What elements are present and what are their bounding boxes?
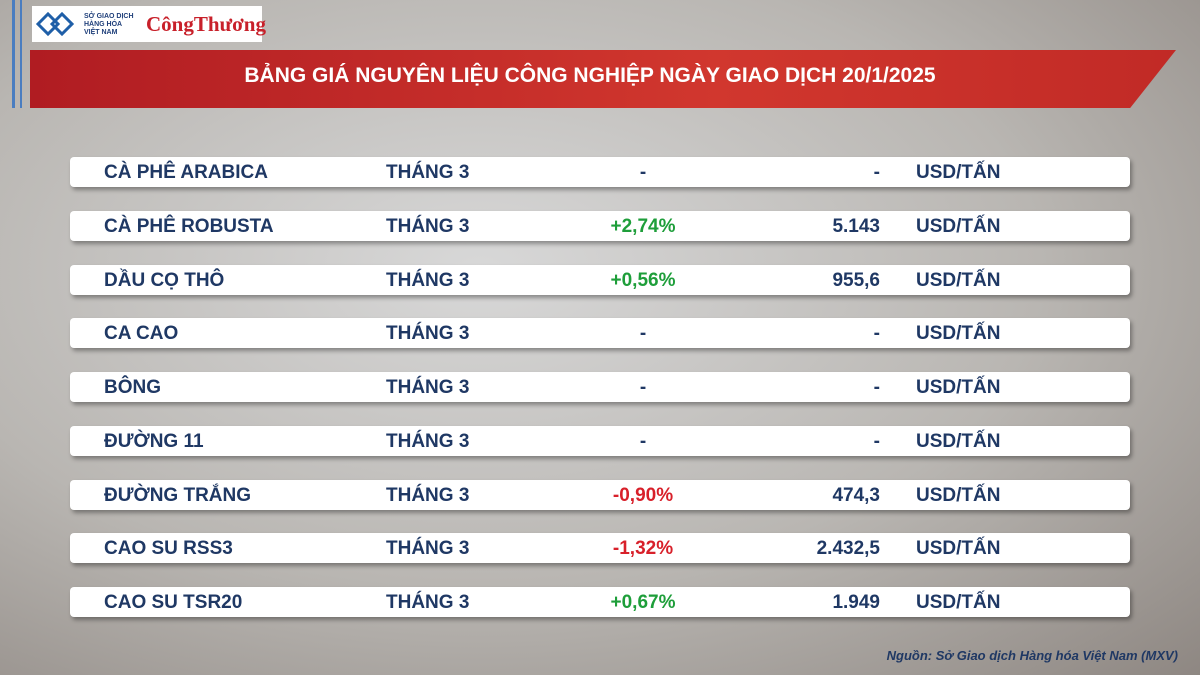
commodity: CA CAO <box>104 323 179 345</box>
change: +0,56% <box>610 269 676 291</box>
price: - <box>873 162 880 183</box>
source: Nguồn: Sở Giao dịch Hàng hóa Việt Nam (M… <box>886 648 1178 663</box>
change: +2,74% <box>610 215 676 237</box>
contract-month: THÁNG 3 <box>386 430 470 452</box>
change: +0,67% <box>610 592 676 613</box>
table-row: CÀ PHÊ ROBUSTA THÁNG 3 +2,74% 5.143 USD/TẤN <box>70 210 1130 241</box>
table-row: BÔNG THÁNG 3 - - USD/TẤN <box>70 372 1130 402</box>
logo-text: SỞ GIAO DỊCH <box>84 13 134 20</box>
logo: SỞ GIAO DỊCH HÀNG HÓA VIỆT NAM CôngThươn… <box>32 6 266 42</box>
table-row: CAO SU RSS3 THÁNG 3 -1,32% 2.432,5 USD/TẤN <box>70 533 1130 564</box>
commodity: CÀ PHÊ ARABICA <box>104 162 268 183</box>
contract-month: THÁNG 3 <box>386 484 470 506</box>
contract-month: THÁNG 3 <box>386 215 470 237</box>
commodity: CAO SU TSR20 <box>104 592 243 613</box>
unit: USD/TẤN <box>916 269 1001 291</box>
commodity: DẦU CỌ THÔ <box>104 269 225 291</box>
table-row: CÀ PHÊ ARABICA THÁNG 3 - - USD/TẤN <box>70 157 1130 187</box>
table-row: CAO SU TSR20 THÁNG 3 +0,67% 1.949 USD/TẤN <box>70 587 1130 617</box>
logo-text: VIỆT NAM <box>84 29 118 36</box>
logo-text: HÀNG HÓA <box>84 21 123 28</box>
table-row: CA CAO THÁNG 3 - - USD/TẤN <box>70 318 1130 349</box>
change: - <box>639 162 647 183</box>
contract-month: THÁNG 3 <box>386 592 470 613</box>
price: - <box>873 430 880 452</box>
price: - <box>873 377 880 398</box>
price: 955,6 <box>832 269 880 291</box>
contract-month: THÁNG 3 <box>386 538 470 560</box>
unit: USD/TẤN <box>916 323 1001 345</box>
table-row: DẦU CỌ THÔ THÁNG 3 +0,56% 955,6 USD/TẤN <box>70 264 1130 295</box>
price: 474,3 <box>832 484 880 506</box>
unit: USD/TẤN <box>916 484 1001 506</box>
price: 1.949 <box>832 592 880 613</box>
commodity: ĐƯỜNG TRẮNG <box>104 484 252 506</box>
unit: USD/TẤN <box>916 538 1001 560</box>
commodity: BÔNG <box>104 377 161 398</box>
contract-month: THÁNG 3 <box>386 323 470 345</box>
change: -0,90% <box>612 484 674 506</box>
title: BẢNG GIÁ NGUYÊN LIỆU CÔNG NGHIỆP NGÀY GI… <box>244 64 936 87</box>
table-row: ĐƯỜNG 11 THÁNG 3 - - USD/TẤN <box>70 425 1130 456</box>
accent-line <box>12 0 15 108</box>
commodity: CÀ PHÊ ROBUSTA <box>104 215 274 237</box>
unit: USD/TẤN <box>916 162 1001 183</box>
commodity: CAO SU RSS3 <box>104 538 233 560</box>
contract-month: THÁNG 3 <box>386 162 470 183</box>
change: - <box>639 430 647 452</box>
change: -1,32% <box>612 538 674 560</box>
contract-month: THÁNG 3 <box>386 377 470 398</box>
logo-icon <box>35 11 75 37</box>
change: - <box>639 323 647 345</box>
accent-line <box>20 0 22 108</box>
unit: USD/TẤN <box>916 592 1001 613</box>
change: - <box>639 377 647 398</box>
price: 2.432,5 <box>816 538 880 560</box>
unit: USD/TẤN <box>916 377 1001 398</box>
title-banner <box>30 50 1176 108</box>
commodity: ĐƯỜNG 11 <box>104 430 204 452</box>
contract-month: THÁNG 3 <box>386 269 470 291</box>
brand: CôngThương <box>146 12 266 36</box>
unit: USD/TẤN <box>916 215 1001 237</box>
price: - <box>873 323 880 345</box>
unit: USD/TẤN <box>916 430 1001 452</box>
table-row: ĐƯỜNG TRẮNG THÁNG 3 -0,90% 474,3 USD/TẤN <box>70 479 1130 510</box>
price: 5.143 <box>832 215 880 237</box>
